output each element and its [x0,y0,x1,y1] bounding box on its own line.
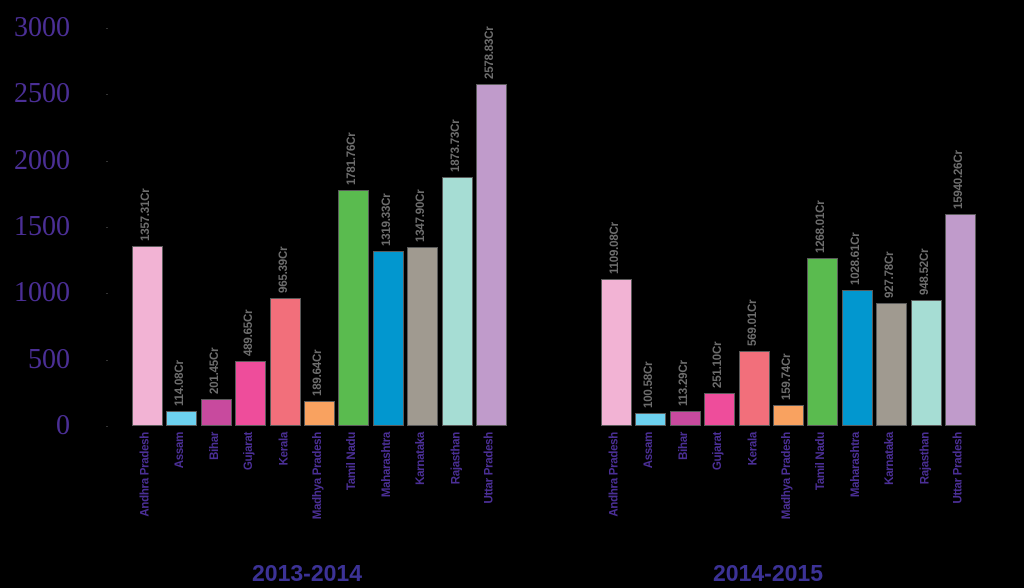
bar-kerala [269,297,301,426]
bar-rajasthan [441,177,473,426]
x-tick-label: Maharashtra [380,432,393,498]
bar-andhra-pradesh [601,278,632,426]
x-tick-label: Assam [643,432,656,469]
value-label: 1268.01Cr [815,200,828,253]
bar-kerala [738,350,770,426]
value-label: 1347.90Cr [415,189,428,243]
x-tick-label: Bihar [208,432,221,460]
y-tick-mark [106,359,108,361]
bar-gujarat [235,361,267,426]
x-tick-label: Bihar [677,432,690,460]
value-label: 15940.26Cr [953,150,965,210]
value-label: 489.65Cr [243,309,256,357]
x-tick-label: Gujarat [243,432,256,471]
x-tick-label: Uttar Pradesh [483,432,496,504]
x-tick-label: Madhya Pradesh [781,432,794,520]
value-label: 927.78Cr [884,251,897,298]
x-tick-label: Kerala [746,432,759,466]
period-label: 2014-2015 [713,560,823,586]
value-label: 1109.08Cr [609,221,621,274]
bar-uttar-pradesh [476,83,507,426]
y-tick-mark [106,28,108,29]
bar-maharashtra [841,289,873,426]
value-label: 201.45Cr [208,347,221,395]
x-tick-label: Tamil Nadu [346,432,359,491]
bar-tamil-nadu [338,189,370,426]
y-tick-label: 500 [28,343,70,375]
y-tick-label: 2000 [14,144,70,176]
bar-bihar [669,410,701,426]
value-label: 965.39Cr [277,246,290,293]
bar-andhra-pradesh [132,245,163,426]
x-tick-label: Gujarat [712,432,725,471]
bar-uttar-pradesh [945,214,976,426]
y-tick-label: 2500 [14,78,70,110]
value-label: 1873.73Cr [449,119,462,173]
y-tick-mark [106,426,108,427]
y-tick-label: 0 [56,410,70,441]
bar-assam [635,412,667,426]
value-label: 159.74Cr [781,353,793,400]
value-label: 114.08Cr [174,360,187,406]
value-label: 251.10Cr [712,341,725,388]
value-label: 1319.33Cr [380,193,393,246]
x-tick-label: Andhra Pradesh [608,432,621,517]
y-tick-label: 1500 [14,211,70,242]
y-tick-mark [106,293,108,295]
value-label: 2578.83Cr [484,26,496,79]
x-tick-label: Karnataka [415,432,428,485]
value-label: 113.29Cr [677,360,690,406]
period-label: 2013-2014 [252,560,362,586]
bar-assam [166,410,198,426]
x-tick-label: Andhra Pradesh [139,432,152,517]
x-tick-label: Rajasthan [918,432,931,485]
bar-maharashtra [372,250,404,426]
value-label: 1781.76Cr [346,132,359,185]
y-tick-mark [106,94,108,96]
x-tick-label: Kerala [277,432,290,466]
bar-bihar [200,399,232,426]
panel-2014-2015: 2014-2015 1109.08Cr Andhra Pradesh 100.58C… [601,0,981,588]
y-tick-label: 1000 [14,277,70,309]
bar-madhya-pradesh [773,404,804,426]
bar-tamil-nadu [807,257,839,426]
value-label: 948.52Cr [918,248,931,296]
bar-karnataka [407,247,439,426]
bar-gujarat [704,392,736,426]
value-label: 100.58Cr [643,361,656,408]
y-tick-mark [106,160,108,162]
value-label: 1028.61Cr [849,231,862,285]
value-label: 189.64Cr [312,349,324,396]
x-tick-label: Assam [174,432,187,469]
x-tick-label: Karnataka [884,432,897,485]
x-tick-label: Madhya Pradesh [312,432,325,520]
panel-2013-2014: 2013-2014 1357.31Cr Andhra Pradesh 114.08C… [132,0,512,588]
x-tick-label: Rajasthan [449,432,462,485]
x-tick-label: Uttar Pradesh [952,432,965,504]
y-tick-mark [106,227,108,228]
bar-madhya-pradesh [304,400,335,426]
x-tick-label: Tamil Nadu [815,432,828,491]
bar-karnataka [876,302,908,426]
y-tick-label: 3000 [14,12,70,43]
value-label: 569.01Cr [746,299,759,346]
x-tick-label: Maharashtra [849,432,862,498]
value-label: 1357.31Cr [140,188,152,241]
bar-rajasthan [910,300,942,426]
